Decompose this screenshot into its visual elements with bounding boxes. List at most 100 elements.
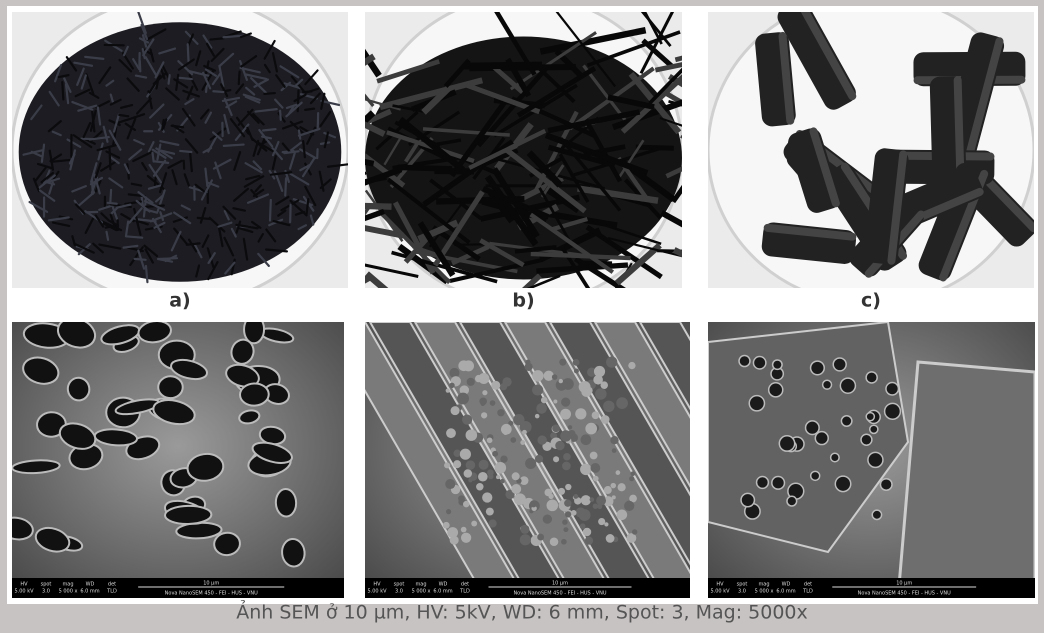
leaf <box>296 89 300 113</box>
leaf <box>74 88 91 98</box>
leaf <box>184 98 195 106</box>
leaf <box>177 58 195 71</box>
info-value: TLD <box>802 589 813 595</box>
debris <box>459 448 471 460</box>
stick <box>550 216 588 232</box>
leaf <box>182 89 200 98</box>
charcoal-piece <box>864 148 909 265</box>
cylinder <box>777 12 856 110</box>
debris <box>502 428 507 434</box>
leaf <box>245 174 261 181</box>
stick <box>375 110 419 151</box>
leaf <box>201 234 210 249</box>
stick <box>422 127 510 137</box>
leaf <box>212 90 225 94</box>
debris <box>534 454 544 463</box>
pit <box>860 433 873 446</box>
leaf <box>125 113 146 122</box>
leaf <box>246 193 270 204</box>
debris <box>540 396 548 404</box>
charcoal-piece <box>788 127 841 213</box>
leaf <box>253 78 269 88</box>
leaf <box>210 47 225 62</box>
leaf <box>196 216 212 221</box>
leaf <box>132 58 141 71</box>
leaf <box>252 113 265 126</box>
leaf <box>120 103 134 109</box>
info-label: det <box>804 582 812 588</box>
leaf <box>211 71 222 86</box>
leaf <box>149 103 165 119</box>
leaf <box>271 140 280 157</box>
leaf <box>209 37 225 41</box>
leaf <box>235 220 242 234</box>
debris <box>584 536 594 545</box>
stick <box>365 48 382 78</box>
leaf <box>285 101 303 118</box>
stick <box>365 225 404 239</box>
leaf <box>272 219 291 227</box>
leaf <box>305 198 310 216</box>
debris <box>595 388 607 400</box>
stick <box>392 104 429 114</box>
debris <box>558 378 563 384</box>
info-label: mag <box>415 582 426 588</box>
leaf <box>240 55 258 68</box>
leaf <box>84 55 105 60</box>
pore <box>164 504 213 525</box>
stick <box>639 12 675 74</box>
leaf <box>217 221 233 228</box>
leaf <box>281 142 292 154</box>
leaf <box>304 69 319 86</box>
leaf <box>108 119 121 127</box>
leaf <box>51 130 62 137</box>
leaf <box>96 106 102 126</box>
leaf <box>261 128 277 132</box>
leaf <box>208 216 226 233</box>
info-label: det <box>461 582 469 588</box>
leaf <box>264 248 288 253</box>
pore <box>58 422 97 450</box>
stick <box>543 185 581 214</box>
leaf <box>51 221 71 228</box>
debris <box>617 483 626 492</box>
leaf <box>104 224 119 229</box>
leaf <box>223 113 230 135</box>
leaf <box>96 143 118 152</box>
debris <box>615 470 621 475</box>
leaf <box>257 252 270 267</box>
pore <box>12 516 34 541</box>
leaf <box>257 142 274 153</box>
info-value: 5 000 x <box>755 589 774 595</box>
leaf <box>194 183 207 194</box>
debris <box>460 532 472 543</box>
leaf <box>170 230 182 252</box>
stick <box>479 238 525 268</box>
info-value: TLD <box>106 589 117 595</box>
debris <box>628 361 636 370</box>
leaf <box>36 162 53 170</box>
leaf <box>281 120 304 130</box>
stick <box>643 12 663 45</box>
leaf <box>160 149 176 155</box>
leaf <box>135 97 152 115</box>
leaf <box>157 257 179 261</box>
leaf <box>299 148 317 160</box>
pit <box>868 424 879 435</box>
info-bar <box>708 578 1035 598</box>
leaf <box>199 206 207 224</box>
info-label: mag <box>758 582 769 588</box>
pit <box>832 357 847 372</box>
debris <box>476 483 484 491</box>
debris <box>604 522 609 527</box>
stick <box>536 262 629 274</box>
pit <box>738 354 751 368</box>
stick <box>365 159 375 167</box>
debris <box>558 487 566 495</box>
pore <box>170 358 209 381</box>
debris <box>522 429 527 435</box>
stick <box>654 62 682 73</box>
debris <box>598 517 606 526</box>
leaf <box>183 173 190 187</box>
